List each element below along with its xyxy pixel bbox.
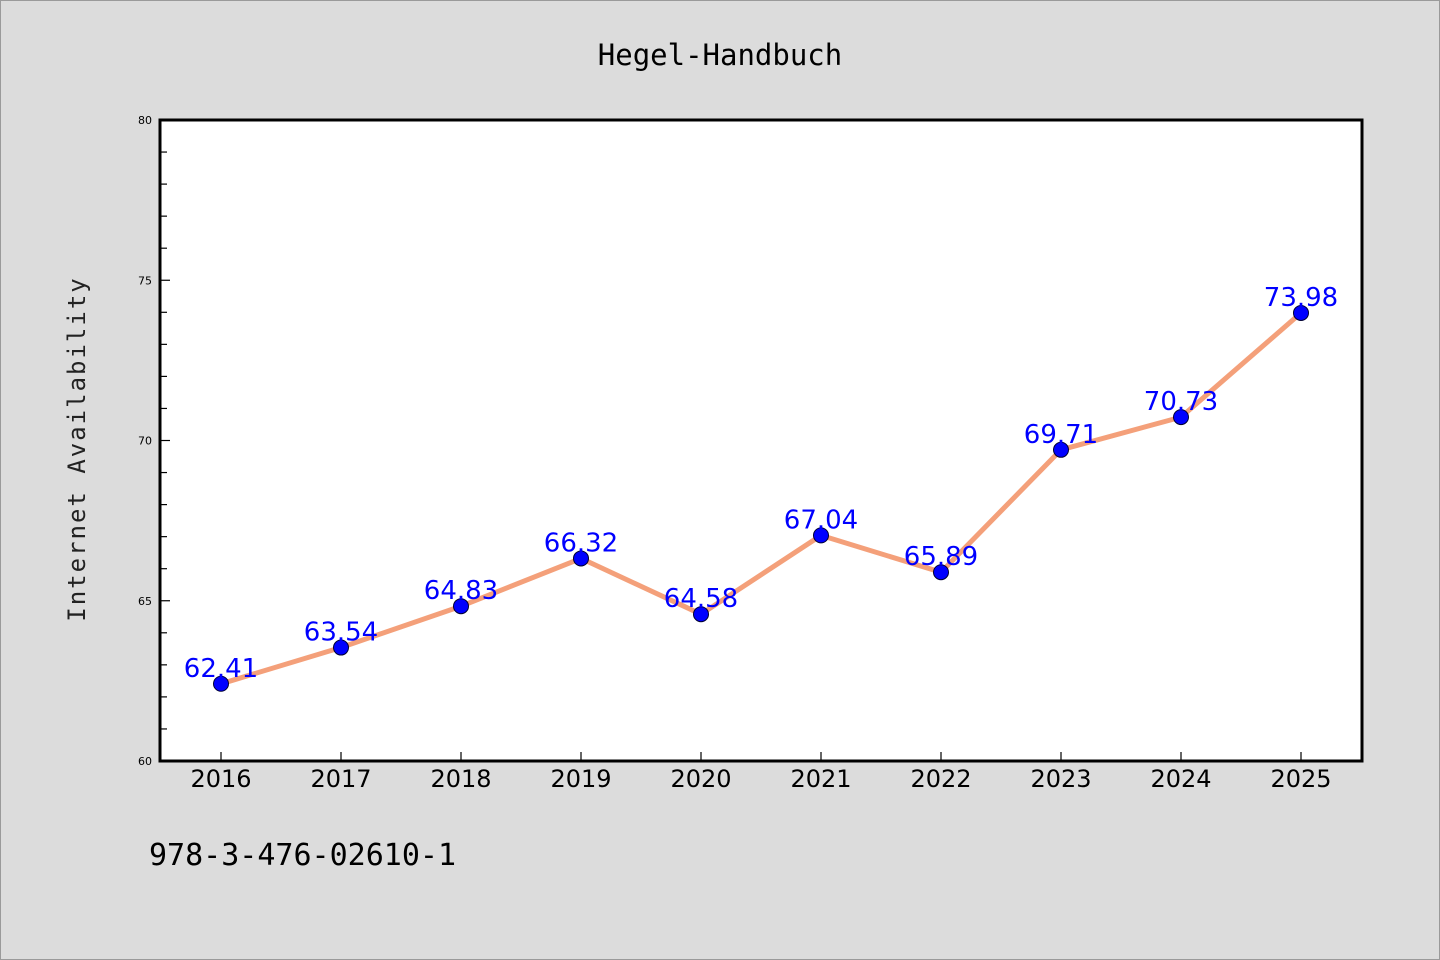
x-tick-label: 2025: [1270, 765, 1331, 793]
data-label: 65.89: [904, 542, 978, 572]
x-tick-label: 2023: [1030, 765, 1091, 793]
data-label: 63.54: [304, 618, 378, 648]
footer-isbn: 978-3-476-02610-1: [149, 838, 456, 873]
data-point: [693, 606, 709, 623]
x-tick-label: 2022: [910, 765, 971, 793]
y-tick-label: 80: [138, 114, 152, 127]
y-tick-label: 65: [138, 595, 152, 608]
plot-area: [158, 118, 1364, 763]
data-label: 64.58: [664, 584, 738, 614]
y-tick-label: 70: [138, 435, 152, 448]
x-axis-ticks: 2016 2017 2018 2019 2020 2021 2022 2023 2024 2025: [190, 752, 1332, 793]
data-point: [213, 675, 229, 692]
x-tick-label: 2019: [550, 765, 611, 793]
data-points: [213, 304, 1309, 692]
x-tick-label: 2016: [190, 765, 251, 793]
data-point: [573, 550, 589, 567]
x-tick-label: 2020: [670, 765, 731, 793]
data-point: [333, 639, 349, 656]
series-line: [220, 311, 1303, 687]
x-tick-label: 2018: [430, 765, 491, 793]
chart-title: Hegel-Handbuch: [598, 38, 842, 72]
data-point: [1293, 304, 1309, 321]
data-point: [453, 598, 469, 615]
x-tick-label: 2024: [1150, 765, 1211, 793]
y-tick-label: 75: [138, 274, 152, 287]
x-tick-label: 2021: [790, 765, 851, 793]
data-point: [813, 527, 829, 544]
y-tick-label: 60: [138, 755, 152, 768]
data-labels: 62.41 63.54 64.83 66.32 64.58 67.04 65.89 69.71…: [184, 283, 1338, 684]
data-point: [1173, 409, 1189, 426]
data-point: [1053, 441, 1069, 458]
data-point: [933, 564, 949, 581]
y-axis-ticks: 60 65 70 75 80: [138, 114, 170, 768]
data-label: 69.71: [1024, 420, 1098, 450]
data-label: 67.04: [784, 505, 858, 535]
data-label: 73.98: [1264, 283, 1338, 313]
data-label: 64.83: [424, 576, 498, 606]
data-label: 66.32: [544, 528, 618, 558]
y-axis-label: Internet Availability: [63, 276, 91, 621]
data-label: 70.73: [1144, 387, 1218, 417]
x-tick-label: 2017: [310, 765, 371, 793]
data-label: 62.41: [184, 654, 258, 684]
